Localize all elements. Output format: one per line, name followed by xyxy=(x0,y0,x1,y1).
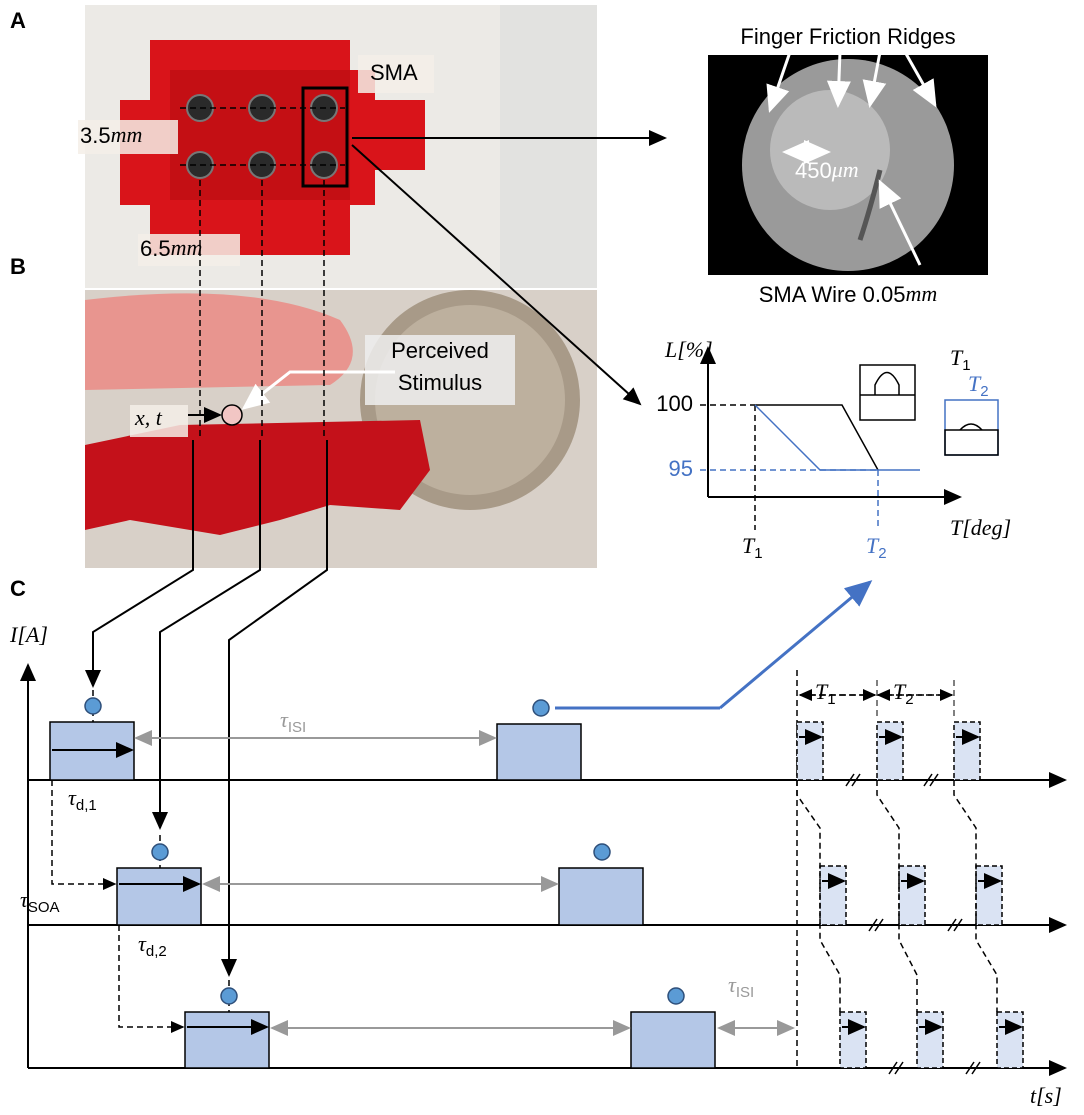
short-pulse xyxy=(797,722,823,780)
timing-label: τSOA xyxy=(20,887,60,916)
panel-label: C xyxy=(10,576,26,601)
graph-y-label-rest: [%] xyxy=(677,337,712,362)
vertical-spacing-unit: mm xyxy=(111,122,143,147)
timing-label-sub: ISI xyxy=(736,984,754,1001)
graph-x-mark-sub: 1 xyxy=(754,545,762,562)
graph-icon-label: T2 xyxy=(968,371,989,400)
short-pulse xyxy=(877,722,903,780)
stimulus-label: Perceived xyxy=(391,338,489,363)
graph-x-label: T[deg] xyxy=(950,515,1011,540)
panel-label: B xyxy=(10,254,26,279)
graph-icon-label: T1 xyxy=(950,345,971,374)
short-pulse xyxy=(976,866,1002,925)
stimulus-dot xyxy=(221,988,237,1004)
pulses xyxy=(50,680,1023,1074)
timing-label: T2 xyxy=(893,679,914,708)
soa-arrow xyxy=(52,780,115,884)
stimulus-dot xyxy=(152,844,168,860)
vertical-spacing: 3.5mm xyxy=(80,122,142,148)
position-label: x, t xyxy=(134,405,163,430)
scale-label-unit: μm xyxy=(831,157,859,182)
panel-label: A xyxy=(10,8,26,33)
scale-label-value: 450 xyxy=(795,158,832,183)
timing-label-sub: 2 xyxy=(905,691,913,708)
timing-label: τISI xyxy=(280,707,306,736)
graph-x-label-rest: [deg] xyxy=(962,515,1011,540)
graph-y-label: L[%] xyxy=(664,337,713,362)
stimulus-dot xyxy=(533,700,549,716)
pulse xyxy=(631,1012,715,1068)
timing-x-label-rest: [s] xyxy=(1036,1083,1062,1108)
microscope-caption: SMA Wire 0.05mm xyxy=(759,281,938,307)
pulse xyxy=(559,868,643,925)
graph-x-mark-sub: 2 xyxy=(878,545,886,562)
caption-text: SMA Wire 0.05 xyxy=(759,282,906,307)
graph-y-value: 100 xyxy=(656,391,693,416)
timing-label-sub: ISI xyxy=(288,719,306,736)
timing-label-sub: d,2 xyxy=(146,943,167,960)
pulse xyxy=(117,868,201,925)
graph-y-label-base: L xyxy=(664,337,677,362)
stimulus-dot xyxy=(668,988,684,1004)
graph-y-value: 95 xyxy=(669,456,693,481)
timing-label-sub: 1 xyxy=(827,691,835,708)
vertical-spacing-value: 3.5 xyxy=(80,123,111,148)
caption-unit: mm xyxy=(905,281,937,306)
length-graph xyxy=(700,348,998,530)
short-pulse xyxy=(997,1012,1023,1068)
timing-label-sub: d,1 xyxy=(76,797,97,814)
short-pulse xyxy=(840,1012,866,1068)
timing-label: τd,1 xyxy=(68,785,97,814)
timing-label: τISI xyxy=(728,972,754,1001)
horizontal-spacing: 6.5mm xyxy=(140,235,202,261)
sma-label: SMA xyxy=(370,60,418,85)
microscope-title: Finger Friction Ridges xyxy=(740,24,955,49)
figure: ABCSMA3.5mm6.5mmFinger Friction Ridges45… xyxy=(0,0,1084,1115)
soa-arrow xyxy=(119,925,183,1027)
horizontal-spacing-value: 6.5 xyxy=(140,236,171,261)
stimulus-label: Stimulus xyxy=(398,370,482,395)
short-pulse xyxy=(820,866,846,925)
short-pulse xyxy=(917,1012,943,1068)
short-pulse xyxy=(899,866,925,925)
timing-label-sub: SOA xyxy=(28,899,60,916)
stimulus-dot xyxy=(594,844,610,860)
timing-label: τd,2 xyxy=(138,931,167,960)
scale-label: 450μm xyxy=(795,157,859,183)
graph-x-mark: T2 xyxy=(866,533,887,562)
timing-x-label: t[s] xyxy=(1030,1083,1062,1108)
stimulus-dot xyxy=(85,698,101,714)
graph-x-mark: T1 xyxy=(742,533,763,562)
timing-label: T1 xyxy=(815,679,836,708)
timing-y-label: I[A] xyxy=(9,622,48,647)
pulse xyxy=(497,724,581,780)
timing-y-label-rest: [A] xyxy=(17,622,48,647)
short-pulse xyxy=(954,722,980,780)
graph-icon-label-sub: 2 xyxy=(980,383,988,400)
horizontal-spacing-unit: mm xyxy=(171,235,203,260)
pulse xyxy=(185,1012,269,1068)
